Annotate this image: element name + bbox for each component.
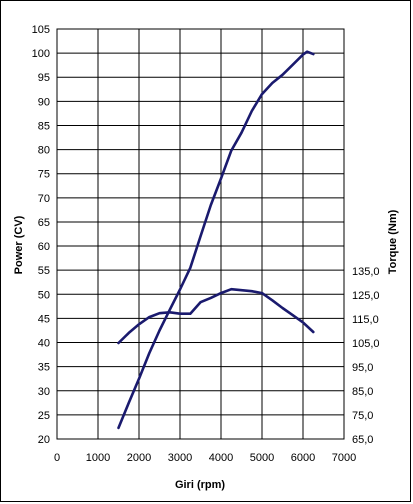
y-left-tick-label: 80 <box>38 145 50 157</box>
x-tick-label: 6000 <box>291 452 315 464</box>
y-left-tick-label: 30 <box>38 386 50 398</box>
x-tick-label: 3000 <box>168 452 192 464</box>
y-left-tick-label: 100 <box>32 48 50 60</box>
y-left-tick-label: 60 <box>38 241 50 253</box>
y-left-tick-label: 35 <box>38 362 50 374</box>
y-left-tick-label: 95 <box>38 72 50 84</box>
y-left-tick-label: 45 <box>38 313 50 325</box>
y-left-tick-label: 90 <box>38 96 50 108</box>
plot-area <box>56 28 345 440</box>
y-left-axis-label: Power (CV) <box>13 215 25 274</box>
y-left-tick-label: 25 <box>38 410 50 422</box>
y-left-tick-label: 75 <box>38 169 50 181</box>
y-right-tick-label: 75,0 <box>352 410 373 422</box>
y-right-axis-ticks: 65,0 75,0 85,0 95,0 105,0 115,0 125,0 135,0 <box>352 266 380 446</box>
y-left-tick-label: 70 <box>38 193 50 205</box>
y-right-tick-label: 65,0 <box>352 434 373 446</box>
x-tick-label: 2000 <box>127 452 151 464</box>
y-right-tick-label: 125,0 <box>352 290 380 302</box>
y-right-tick-label: 135,0 <box>352 266 380 278</box>
y-left-tick-label: 40 <box>38 338 50 350</box>
x-tick-label: 1000 <box>86 452 110 464</box>
y-right-tick-label: 115,0 <box>352 314 379 326</box>
y-left-tick-label: 55 <box>38 265 50 277</box>
y-left-tick-label: 85 <box>38 120 50 132</box>
grid <box>56 28 345 440</box>
y-right-tick-label: 85,0 <box>352 386 373 398</box>
y-left-tick-label: 20 <box>38 434 50 446</box>
y-left-tick-label: 105 <box>32 24 50 36</box>
power-series-line <box>117 50 315 430</box>
x-tick-label: 5000 <box>250 452 274 464</box>
x-tick-label: 7000 <box>332 452 356 464</box>
x-tick-label: 0 <box>54 452 60 464</box>
x-axis-ticks: 0 1000 2000 3000 4000 5000 6000 7000 <box>54 452 356 464</box>
series-lines <box>117 50 315 430</box>
y-left-tick-label: 65 <box>38 217 50 229</box>
torque-series-line <box>117 287 315 345</box>
y-right-axis-label: Torque (Nm) <box>387 209 399 274</box>
y-right-tick-label: 95,0 <box>352 362 373 374</box>
y-left-tick-label: 50 <box>38 289 50 301</box>
x-tick-label: 4000 <box>209 452 233 464</box>
y-left-axis-ticks: 20 25 30 35 40 45 50 55 60 65 70 75 80 85 90 95 100 105 <box>32 24 50 446</box>
x-axis-label: Giri (rpm) <box>175 479 225 491</box>
y-right-tick-label: 105,0 <box>352 338 380 350</box>
